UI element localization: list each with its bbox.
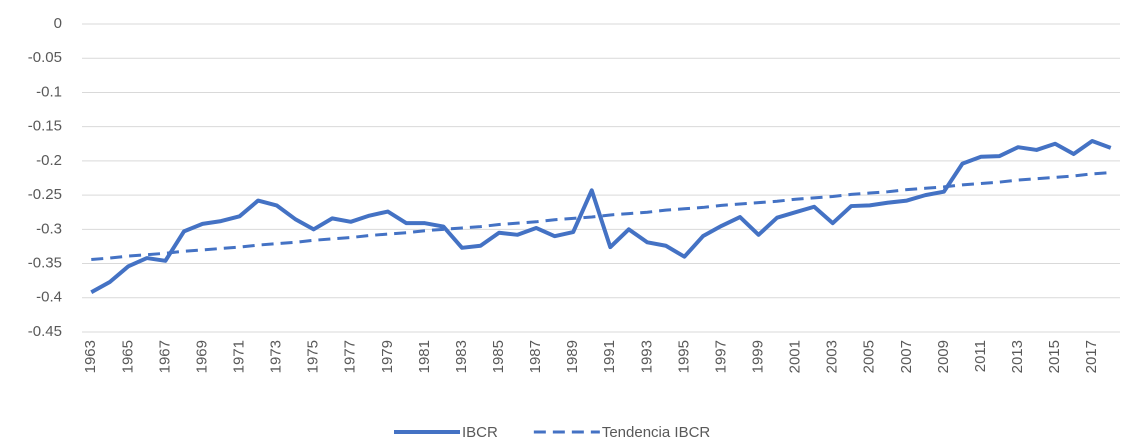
x-tick-label: 1999: [750, 340, 767, 373]
x-tick-label: 1991: [601, 340, 618, 373]
x-tick-label: 2009: [935, 340, 952, 373]
x-tick-label: 1979: [379, 340, 396, 373]
y-tick-label: -0.15: [28, 118, 62, 135]
x-tick-label: 2017: [1083, 340, 1100, 373]
line-series: [90, 139, 1112, 295]
y-tick-label: -0.05: [28, 49, 62, 66]
x-tick-label: 1967: [156, 340, 173, 373]
x-tick-label: 1985: [490, 340, 507, 373]
x-tick-label: 1971: [231, 340, 248, 373]
y-tick-label: -0.3: [36, 220, 62, 237]
x-tick-label: 1977: [342, 340, 359, 373]
x-tick-label: 2005: [861, 340, 878, 373]
x-tick-label: 2007: [898, 340, 915, 373]
legend-label: Tendencia IBCR: [602, 424, 711, 441]
x-tick-label: 1963: [82, 340, 99, 373]
x-tick-label: 1983: [453, 340, 470, 373]
x-tick-label: 1987: [527, 340, 544, 373]
y-tick-label: -0.1: [36, 83, 62, 100]
x-tick-label: 1965: [119, 340, 136, 373]
legend-label: IBCR: [462, 424, 498, 441]
x-tick-label: 1989: [564, 340, 581, 373]
y-tick-label: -0.4: [36, 289, 62, 306]
x-tick-label: 1975: [305, 340, 322, 373]
x-tick-label: 2001: [787, 340, 804, 373]
x-tick-label: 1997: [712, 340, 729, 373]
x-tick-label: 1969: [193, 340, 210, 373]
x-tick-label: 2011: [972, 340, 989, 372]
y-tick-label: -0.35: [28, 255, 62, 272]
x-tick-label: 2003: [824, 340, 841, 373]
x-tick-label: 1981: [416, 340, 433, 373]
x-tick-label: 1995: [675, 340, 692, 373]
x-tick-label: 2013: [1009, 340, 1026, 373]
x-tick-label: 1993: [638, 340, 655, 373]
x-tick-label: 2015: [1046, 340, 1063, 373]
y-tick-label: -0.25: [28, 186, 62, 203]
y-tick-label: -0.2: [36, 152, 62, 169]
y-tick-label: -0.45: [28, 323, 62, 340]
y-tick-label: 0: [54, 15, 62, 32]
x-tick-label: 1973: [268, 340, 285, 373]
